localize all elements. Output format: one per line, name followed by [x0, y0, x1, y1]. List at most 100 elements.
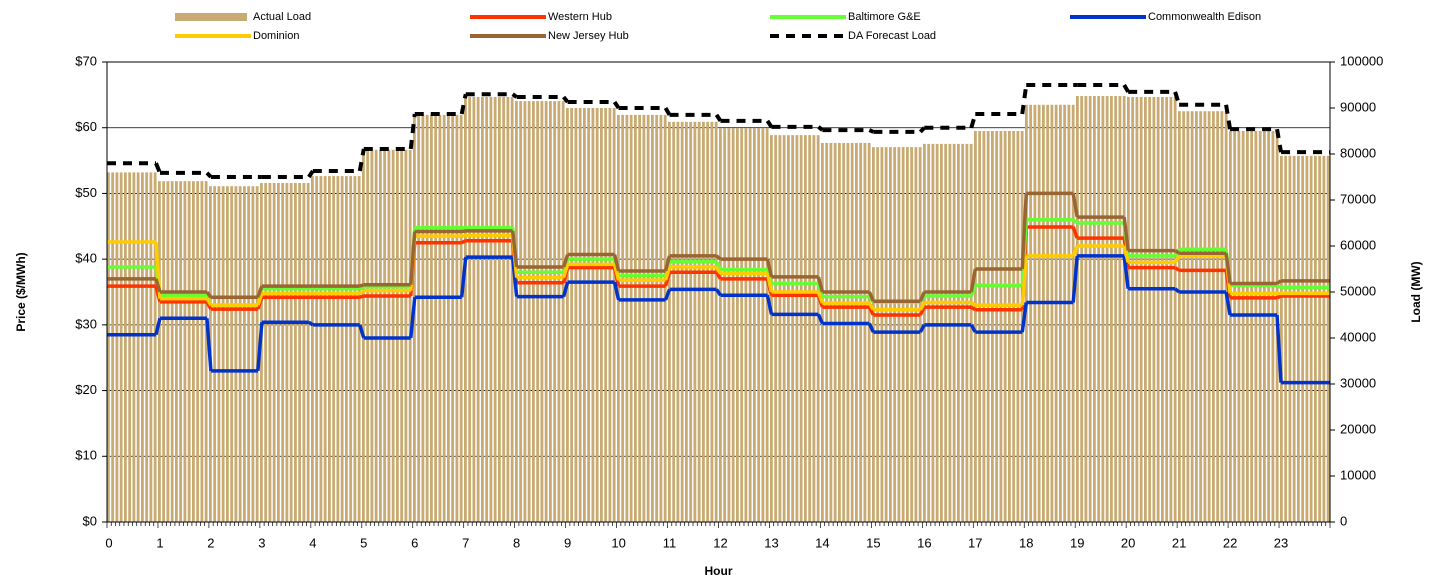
legend-label: New Jersey Hub — [548, 30, 629, 42]
x-tick-label: 5 — [360, 535, 367, 550]
x-tick-label: 11 — [663, 535, 677, 550]
bar — [1279, 155, 1330, 522]
x-tick-label: 7 — [462, 535, 469, 550]
step-connector — [663, 288, 672, 301]
step-connector — [460, 239, 467, 245]
step-connector — [1276, 279, 1283, 285]
step-connector — [714, 260, 723, 271]
step-connector — [459, 256, 468, 298]
legend-label: Commonwealth Edison — [1148, 11, 1261, 23]
y2-tick-label: 90000 — [1340, 99, 1376, 114]
step-connector — [358, 289, 365, 295]
step-connector — [816, 313, 825, 325]
step-connector — [1072, 218, 1079, 225]
bar — [820, 142, 872, 522]
step-connector — [1122, 245, 1130, 263]
x-tick-label: 6 — [411, 535, 418, 550]
bar — [157, 181, 209, 522]
step-connector — [359, 283, 365, 288]
step-connector — [154, 162, 162, 174]
step-connector — [510, 256, 519, 297]
step-connector — [561, 254, 570, 268]
step-connector — [1122, 255, 1130, 289]
x-tick-label: 16 — [917, 535, 931, 550]
y-tick-label: $0 — [83, 513, 97, 528]
step-connector — [867, 291, 875, 302]
x-tick-label: 22 — [1223, 535, 1237, 550]
step-connector — [969, 268, 978, 293]
legend: Actual Load Western Hub Baltimore G&E Commo… — [175, 11, 1261, 42]
step-connector — [1174, 287, 1181, 294]
step-connector — [612, 254, 621, 272]
step-connector — [1071, 193, 1079, 218]
bar — [1075, 96, 1127, 522]
step-connector — [1020, 255, 1028, 306]
step-connector — [359, 285, 365, 291]
x-tick-label: 13 — [764, 535, 778, 550]
step-connector — [868, 128, 875, 134]
y2-tick-label: 30000 — [1340, 375, 1376, 390]
step-connector — [663, 106, 672, 116]
step-connector — [1224, 291, 1232, 316]
step-connector — [816, 291, 825, 304]
step-connector — [561, 263, 570, 279]
bar — [463, 96, 515, 523]
step-connector — [256, 322, 264, 372]
step-connector — [408, 113, 417, 150]
legend-label: Dominion — [253, 30, 299, 42]
step-connector — [1071, 226, 1079, 239]
x-tick-label: 8 — [513, 535, 520, 550]
step-connector — [918, 306, 926, 316]
x-tick-label: 2 — [207, 535, 214, 550]
x-tick-label: 9 — [564, 535, 571, 550]
step-connector — [1174, 266, 1181, 272]
bar — [514, 101, 566, 522]
y2-tick-label: 0 — [1340, 513, 1347, 528]
step-connector — [409, 297, 417, 339]
step-connector — [1276, 283, 1282, 289]
step-connector — [612, 263, 621, 281]
step-connector — [1224, 252, 1232, 284]
bar — [361, 149, 413, 523]
y2-axis-title: Load (MW) — [1409, 261, 1423, 322]
step-connector — [1275, 128, 1284, 153]
step-connector — [663, 255, 672, 272]
step-connector — [715, 271, 722, 280]
step-connector — [409, 231, 417, 285]
x-tick-label: 10 — [611, 535, 625, 550]
y2-tick-label: 50000 — [1340, 283, 1376, 298]
bar — [412, 114, 464, 523]
x-tick-label: 12 — [713, 535, 727, 550]
step-connector — [765, 294, 774, 315]
y2-tick-label: 100000 — [1340, 53, 1383, 68]
step-connector — [205, 171, 213, 179]
x-tick-label: 21 — [1172, 535, 1186, 550]
bar — [1228, 131, 1280, 522]
step-connector — [1173, 91, 1182, 106]
legend-label: DA Forecast Load — [848, 30, 936, 42]
step-connector — [154, 278, 162, 293]
step-connector — [970, 305, 977, 312]
x-tick-label: 3 — [258, 535, 265, 550]
y2-tick-label: 60000 — [1340, 237, 1376, 252]
step-connector — [918, 291, 926, 302]
y-tick-label: $40 — [75, 251, 97, 266]
step-connector — [1071, 255, 1079, 303]
step-connector — [867, 306, 875, 316]
step-connector — [612, 281, 621, 301]
x-tick-label: 23 — [1274, 535, 1288, 550]
bar — [769, 135, 821, 522]
step-connector — [205, 301, 213, 310]
step-connector — [359, 294, 365, 299]
step-connector — [1275, 314, 1283, 383]
step-connector — [205, 290, 213, 299]
step-connector — [663, 266, 672, 281]
step-connector — [970, 301, 977, 307]
step-connector — [918, 126, 926, 134]
y-tick-label: $10 — [75, 448, 97, 463]
bar — [1126, 96, 1178, 523]
bar — [667, 121, 719, 523]
step-connector — [817, 125, 824, 132]
step-connector — [1020, 302, 1028, 333]
step-connector — [561, 281, 570, 298]
